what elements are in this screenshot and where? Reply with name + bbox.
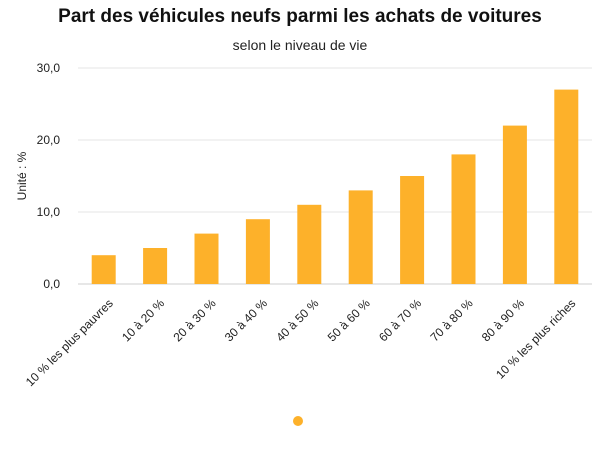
x-axis-labels: 10 % les plus pauvres 10 à 20 % 20 à 30 % 3… bbox=[23, 296, 579, 389]
y-tick-label: 20,0 bbox=[37, 133, 61, 147]
bar[interactable] bbox=[502, 125, 527, 284]
x-tick-label: 60 à 70 % bbox=[376, 296, 424, 344]
y-axis-ticks: 0,0 10,0 20,0 30,0 bbox=[37, 61, 61, 291]
y-tick-label: 0,0 bbox=[43, 277, 60, 291]
x-tick-label: 50 à 60 % bbox=[325, 296, 373, 344]
x-tick-label: 80 à 90 % bbox=[479, 296, 527, 344]
x-tick-label: 40 à 50 % bbox=[273, 296, 321, 344]
x-tick-label: 30 à 40 % bbox=[222, 296, 270, 344]
chart-subtitle: selon le niveau de vie bbox=[232, 37, 368, 53]
bar[interactable] bbox=[91, 255, 116, 284]
bar[interactable] bbox=[554, 89, 579, 284]
bar[interactable] bbox=[451, 154, 476, 284]
bar[interactable] bbox=[194, 233, 219, 284]
y-axis-label: Unité : % bbox=[15, 151, 29, 200]
bar[interactable] bbox=[297, 204, 322, 284]
bars bbox=[91, 89, 579, 284]
bar[interactable] bbox=[400, 176, 425, 284]
chart-title: Part des véhicules neufs parmi les achat… bbox=[58, 6, 542, 27]
y-tick-label: 10,0 bbox=[37, 205, 61, 219]
x-tick-label: 10 à 20 % bbox=[119, 296, 167, 344]
y-tick-label: 30,0 bbox=[37, 61, 61, 75]
bar[interactable] bbox=[245, 219, 270, 284]
x-tick-label: 70 à 80 % bbox=[428, 296, 476, 344]
bar[interactable] bbox=[348, 190, 373, 284]
x-tick-label: 20 à 30 % bbox=[171, 296, 219, 344]
bar[interactable] bbox=[143, 248, 168, 284]
x-tick-label: 10 % les plus pauvres bbox=[23, 296, 116, 389]
legend-marker[interactable] bbox=[293, 416, 303, 426]
